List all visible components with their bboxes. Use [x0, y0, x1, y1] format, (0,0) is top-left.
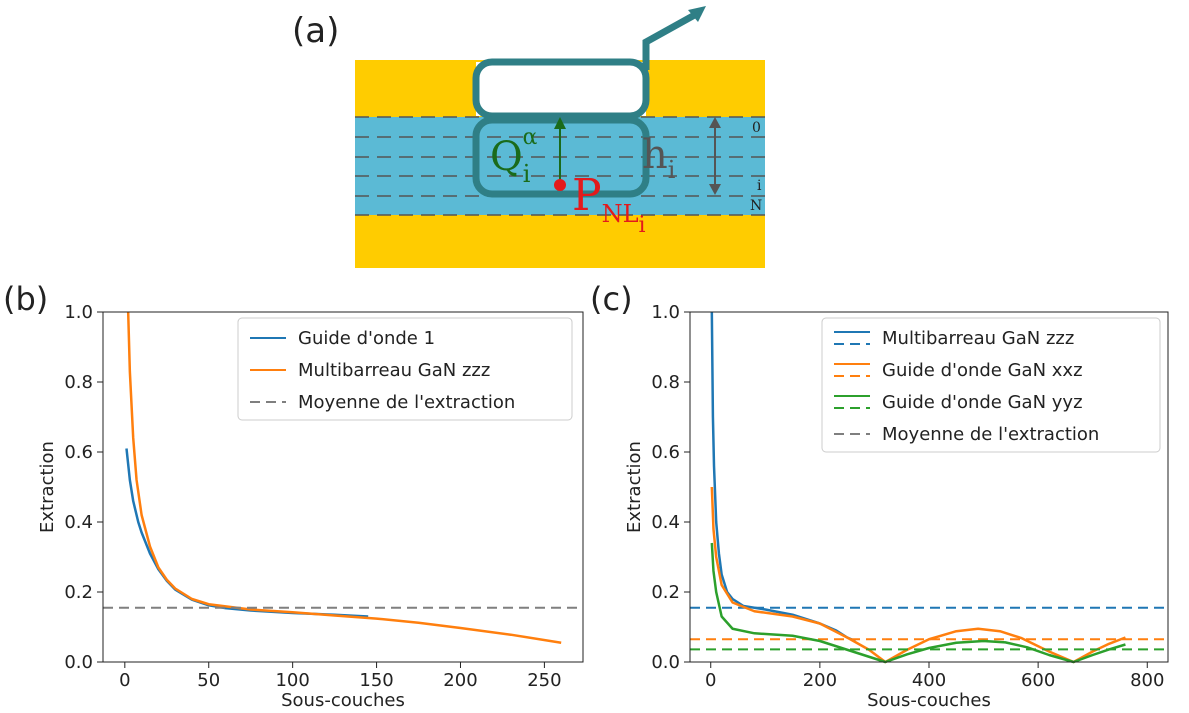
h-arrowhead: [709, 184, 721, 195]
series-line: [710, 486, 1126, 664]
y-tick-label: 0.0: [651, 652, 680, 673]
x-tick-label: 100: [275, 670, 309, 691]
panel-label: (b): [3, 280, 48, 318]
y-tick-label: 0.8: [64, 372, 93, 393]
x-axis-label: Sous-couches: [281, 690, 405, 711]
y-tick-label: 1.0: [651, 302, 680, 323]
x-tick-label: 250: [527, 670, 561, 691]
x-tick-label: 150: [359, 670, 393, 691]
x-tick-label: 800: [1130, 670, 1164, 691]
p-label: PNLi: [572, 170, 646, 238]
panel-label: (a): [292, 11, 339, 51]
plot-frame: [689, 311, 1169, 663]
y-tick-label: 0.0: [64, 652, 93, 673]
out-arrowhead: [688, 6, 706, 22]
legend: [821, 317, 1161, 453]
y-tick-label: 0.4: [651, 512, 680, 533]
plot-frame: [102, 311, 584, 663]
legend: [237, 317, 573, 421]
x-tick-label: 200: [443, 670, 477, 691]
y-tick-label: 0.2: [64, 582, 93, 603]
x-tick-label: 400: [912, 670, 946, 691]
legend-label: Moyenne de l'extraction: [882, 424, 1099, 445]
h-arrowhead: [709, 117, 721, 128]
h-label: hi: [642, 132, 676, 184]
x-tick-label: 0: [705, 670, 716, 691]
legend-label: Moyenne de l'extraction: [298, 392, 515, 413]
series-line: [710, 542, 1126, 664]
mid-index: i: [757, 178, 762, 194]
source-dot: [554, 179, 566, 191]
q-arrowhead: [554, 117, 566, 129]
series-line: [125, 448, 369, 618]
bottom-index: N: [750, 198, 762, 214]
x-tick-label: 50: [197, 670, 220, 691]
y-tick-label: 0.8: [651, 372, 680, 393]
q-label: Qiα: [490, 125, 537, 188]
x-axis-label: Sous-couches: [867, 690, 991, 711]
gap: [476, 62, 646, 116]
x-tick-label: 0: [119, 670, 130, 691]
y-tick-label: 0.2: [651, 582, 680, 603]
legend-label: Multibarreau GaN zzz: [298, 360, 490, 381]
legend-label: Guide d'onde 1: [298, 328, 435, 349]
series-line: [126, 311, 562, 644]
legend-label: Guide d'onde GaN xxz: [882, 360, 1083, 381]
y-axis-label: Extraction: [37, 441, 58, 533]
loops: [472, 8, 702, 198]
top-index: 0: [752, 120, 761, 136]
y-tick-label: 1.0: [64, 302, 93, 323]
y-tick-label: 0.6: [651, 442, 680, 463]
x-tick-label: 200: [803, 670, 837, 691]
y-axis-label: Extraction: [624, 441, 645, 533]
y-tick-label: 0.4: [64, 512, 93, 533]
legend-label: Multibarreau GaN zzz: [882, 328, 1074, 349]
diagram: (a) Qiα hi PNLi 0 i N: [292, 6, 765, 268]
legend-label: Guide d'onde GaN yyz: [882, 392, 1083, 413]
y-tick-label: 0.6: [64, 442, 93, 463]
panel-label: (c): [590, 280, 633, 318]
x-tick-label: 600: [1021, 670, 1055, 691]
